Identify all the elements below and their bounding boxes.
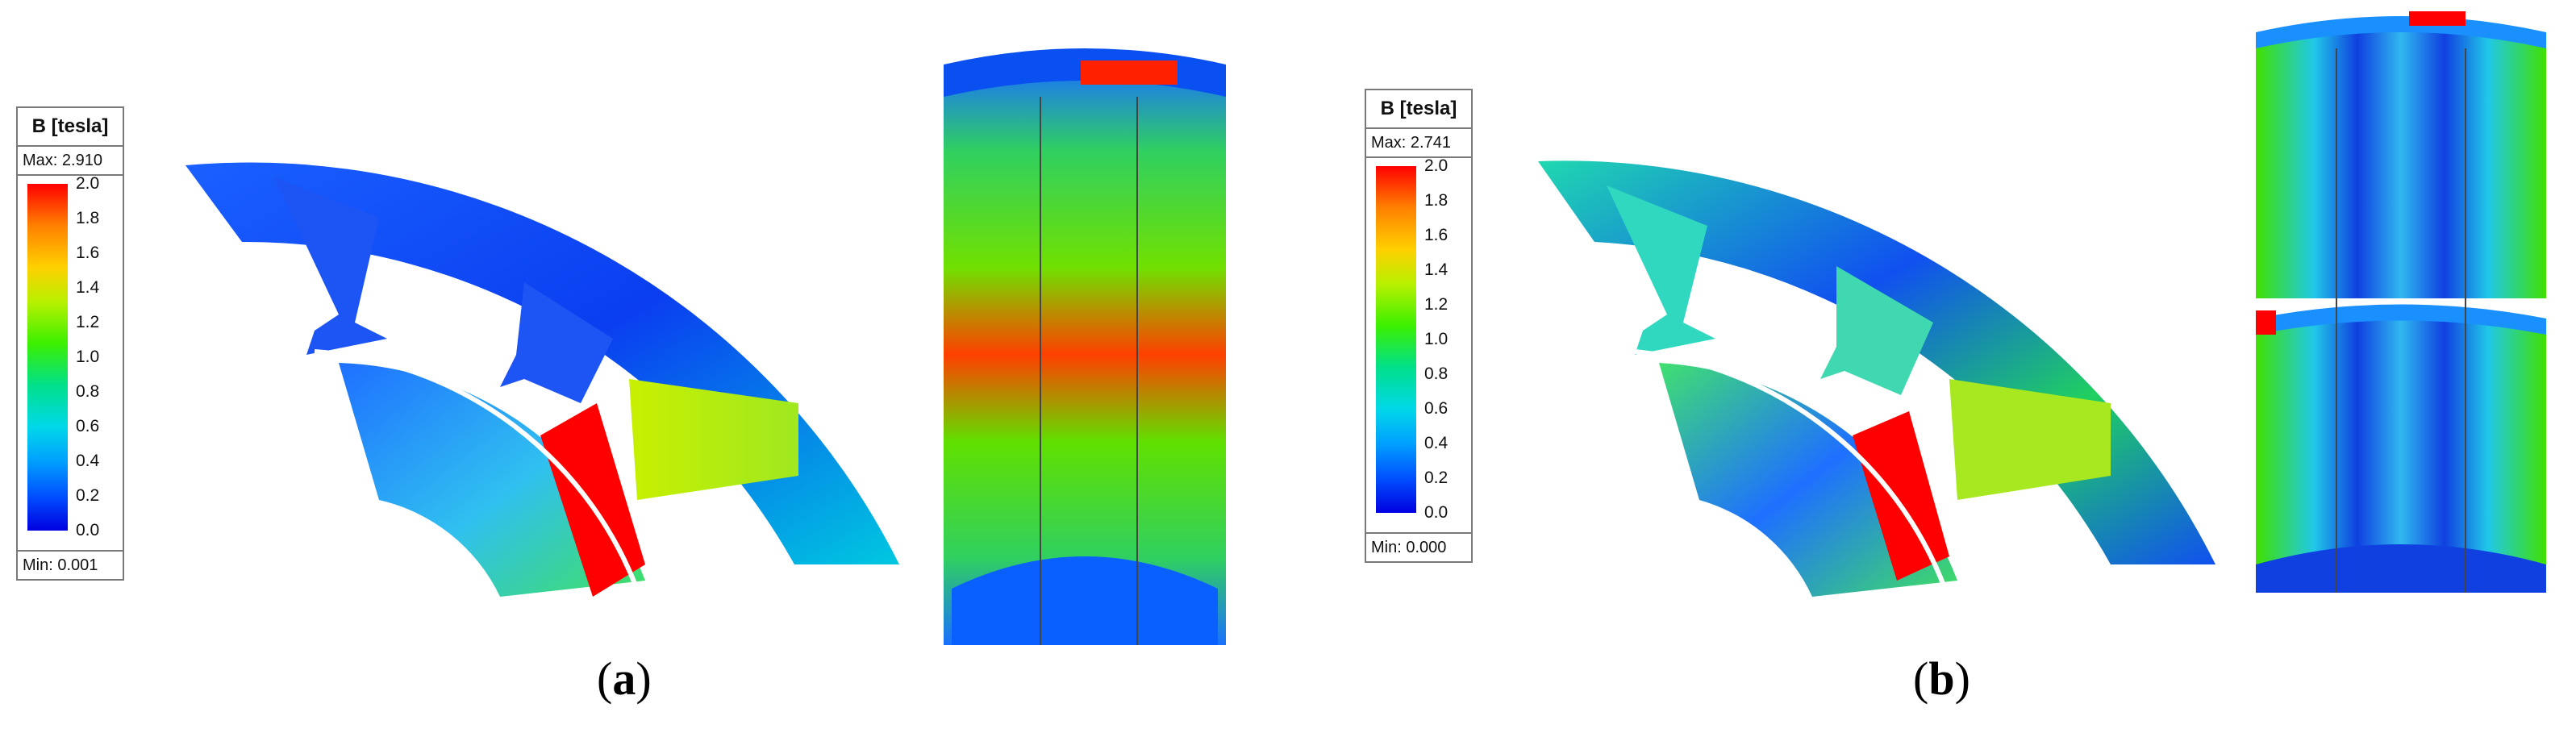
legend-max: Max: 2.910 xyxy=(18,147,123,176)
rotor xyxy=(1659,363,1957,597)
legend-title: B [tesla] xyxy=(1366,90,1471,129)
air-gap xyxy=(314,349,644,602)
legend-tick: 0.8 xyxy=(1424,364,1448,383)
panel-a: B [tesla] Max: 2.910 2.0 1.8 1.6 1.4 1.2… xyxy=(16,48,1226,705)
legend-max: Max: 2.741 xyxy=(1366,129,1471,158)
legend-tick: 0.2 xyxy=(76,486,100,505)
air-gap xyxy=(1634,349,1952,602)
legend-tick: 0.4 xyxy=(76,452,100,470)
legend-scale: 2.0 1.8 1.6 1.4 1.2 1.0 0.8 0.6 0.4 0.2 … xyxy=(18,174,123,550)
permanent-magnet xyxy=(1853,411,1949,581)
legend-ticks: 2.0 1.8 1.6 1.4 1.2 1.0 0.8 0.6 0.4 0.2 … xyxy=(76,174,121,550)
legend-tick: 1.2 xyxy=(76,313,100,331)
legend-tick: 0.4 xyxy=(1424,434,1448,452)
legend-tick: 0.6 xyxy=(1424,399,1448,418)
legend-tick: 1.0 xyxy=(1424,330,1448,348)
stator-tooth xyxy=(1820,266,1933,395)
color-scale-bar xyxy=(27,184,68,531)
legend-tick: 1.2 xyxy=(1424,295,1448,314)
stator-yoke xyxy=(185,162,899,564)
legend-tick: 0.2 xyxy=(1424,469,1448,487)
panel-b: B [tesla] Max: 2.741 2.0 1.8 1.6 1.4 1.2… xyxy=(1288,0,2576,733)
legend-tick: 1.8 xyxy=(76,209,100,227)
stator-tooth xyxy=(1949,379,2111,500)
legend-tick: 1.4 xyxy=(1424,260,1448,279)
legend-tick: 1.8 xyxy=(1424,191,1448,210)
legend-min: Min: 0.000 xyxy=(1366,532,1471,561)
legend-tick: 0.0 xyxy=(76,521,100,539)
motor-cross-section-plot xyxy=(1538,11,2546,602)
axial-3d-view xyxy=(2256,11,2546,593)
stator-tooth xyxy=(274,177,387,355)
legend-tick: 1.6 xyxy=(76,244,100,262)
legend-scale: 2.0 1.8 1.6 1.4 1.2 1.0 0.8 0.6 0.4 0.2 … xyxy=(1366,156,1471,532)
legend-ticks: 2.0 1.8 1.6 1.4 1.2 1.0 0.8 0.6 0.4 0.2 … xyxy=(1424,156,1469,532)
axial-3d-view xyxy=(944,48,1226,645)
legend-tick: 1.4 xyxy=(76,278,100,297)
motor-cross-section-plot xyxy=(185,48,1226,645)
legend-min: Min: 0.001 xyxy=(18,550,123,579)
stator-tooth xyxy=(1607,185,1715,355)
panel-caption: (b) xyxy=(1913,652,1970,705)
caption-label: b xyxy=(1928,652,1955,705)
legend-tick: 0.6 xyxy=(76,417,100,435)
legend-tick: 1.0 xyxy=(76,348,100,366)
legend-tick: 0.0 xyxy=(1424,503,1448,522)
caption-label: a xyxy=(612,652,636,705)
legend-tick: 2.0 xyxy=(1424,156,1448,175)
color-legend: B [tesla] Max: 2.741 2.0 1.8 1.6 1.4 1.2… xyxy=(1365,89,1473,563)
rotor xyxy=(339,363,645,597)
panel-caption: (a) xyxy=(597,652,652,705)
color-legend: B [tesla] Max: 2.910 2.0 1.8 1.6 1.4 1.2… xyxy=(16,106,124,581)
legend-tick: 2.0 xyxy=(76,174,100,193)
color-scale-bar xyxy=(1376,166,1416,513)
stator-tooth xyxy=(500,282,613,403)
legend-tick: 0.8 xyxy=(76,382,100,401)
legend-title: B [tesla] xyxy=(18,108,123,147)
legend-tick: 1.6 xyxy=(1424,226,1448,244)
stator-tooth xyxy=(629,379,798,500)
